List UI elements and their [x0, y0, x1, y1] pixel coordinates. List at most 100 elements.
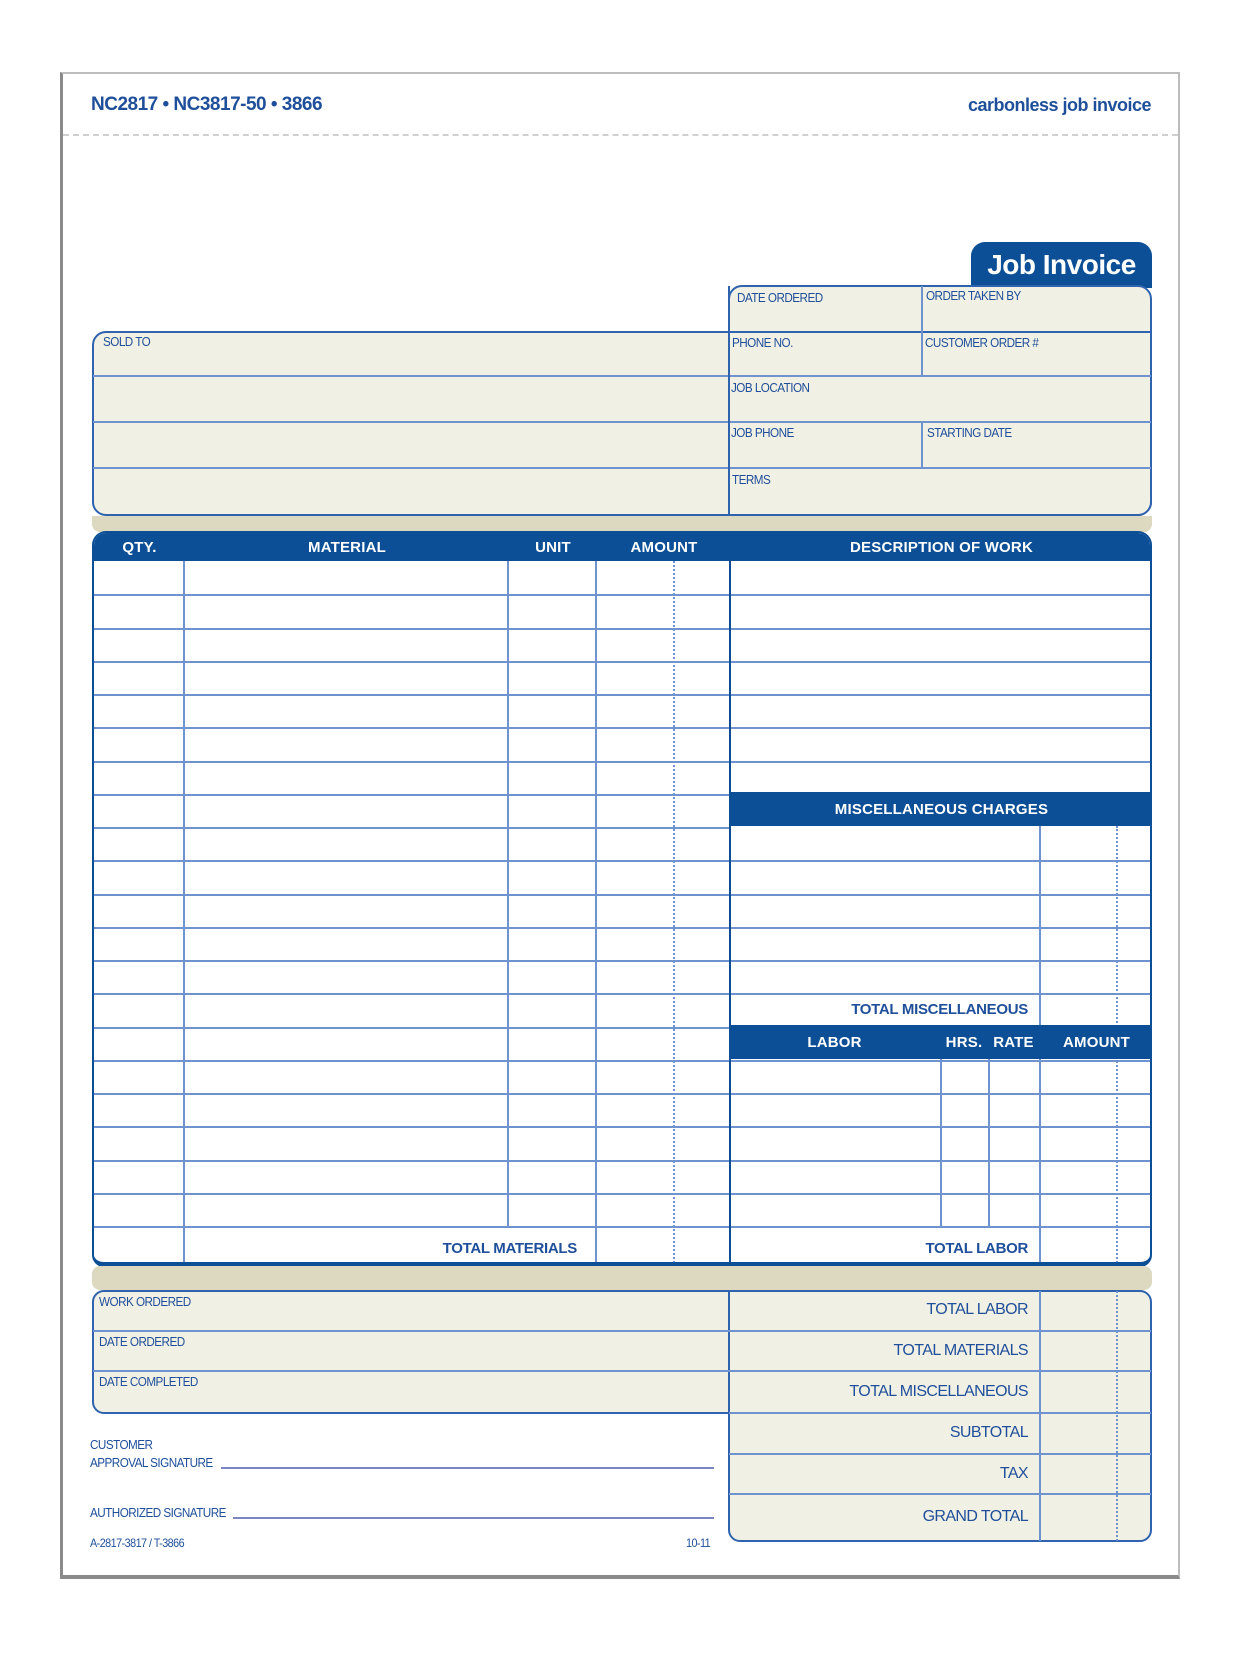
divider	[729, 1412, 1151, 1414]
total-labor-label: TOTAL LABOR	[925, 1240, 1028, 1257]
order-taken-by-field[interactable]: ORDER TAKEN BY	[926, 288, 1021, 303]
table-row-line	[94, 993, 729, 995]
summary-subtotal: SUBTOTAL	[949, 1424, 1029, 1441]
column-line	[940, 1059, 942, 1226]
column-header-amount: AMOUNT	[630, 538, 698, 556]
column-header-hrs: HRS.	[945, 1033, 983, 1051]
table-row-line	[94, 727, 729, 729]
summary-total-materials: TOTAL MATERIALS	[893, 1342, 1029, 1359]
column-header-unit: UNIT	[535, 538, 571, 556]
table-header-band: QTY. MATERIAL UNIT AMOUNT DESCRIPTION OF…	[94, 533, 1150, 561]
table-row-line	[731, 727, 1150, 729]
job-phone-field[interactable]: JOB PHONE	[731, 425, 794, 440]
table-row-line	[94, 894, 729, 896]
work-ordered-field[interactable]: WORK ORDERED	[99, 1294, 191, 1309]
job-location-field[interactable]: JOB LOCATION	[731, 380, 810, 395]
authorized-signature-label: AUTHORIZED SIGNATURE	[90, 1505, 226, 1520]
table-row-line	[731, 761, 1150, 763]
divider	[93, 467, 1151, 469]
footer-code: A-2817-3817 / T-3866	[90, 1536, 185, 1550]
column-header-labor: LABOR	[807, 1033, 862, 1051]
customer-signature-line[interactable]	[221, 1467, 714, 1469]
divider	[921, 422, 923, 467]
column-line	[988, 1059, 990, 1226]
date-ordered-bottom-field[interactable]: DATE ORDERED	[99, 1334, 185, 1349]
table-row-line	[94, 661, 729, 663]
table-row-line	[94, 960, 729, 962]
separator-strip	[92, 516, 1152, 532]
completion-box	[92, 1290, 732, 1414]
labor-header-band: LABOR HRS. RATE AMOUNT	[729, 1025, 1150, 1059]
table-row-line	[731, 960, 1150, 962]
authorized-signature-line[interactable]	[233, 1517, 714, 1519]
summary-total-labor: TOTAL LABOR	[926, 1301, 1028, 1318]
form-sheet	[60, 72, 1180, 1579]
table-row-line	[94, 927, 729, 929]
date-ordered-field[interactable]: DATE ORDERED	[737, 290, 823, 305]
form-title: Job Invoice	[971, 242, 1152, 288]
table-row-line	[94, 1027, 729, 1029]
column-header-description: DESCRIPTION OF WORK	[850, 538, 1033, 556]
table-row-line	[731, 927, 1150, 929]
summary-grand-total: GRAND TOTAL	[922, 1508, 1029, 1525]
column-line	[183, 561, 185, 1262]
form-numbers: NC2817 • NC3817-50 • 3866	[91, 94, 323, 115]
divider	[1039, 1291, 1041, 1541]
divider	[93, 421, 1151, 423]
table-row-line	[94, 628, 729, 630]
table-row-line	[731, 594, 1150, 596]
divider	[729, 1493, 1151, 1495]
column-header-material: MATERIAL	[308, 538, 386, 556]
divider	[93, 1330, 1151, 1332]
footer-revision: 10-11	[686, 1536, 711, 1550]
summary-tax: TAX	[999, 1465, 1029, 1482]
table-row-line	[94, 1226, 729, 1228]
total-misc-label: TOTAL MISCELLANEOUS	[851, 1001, 1028, 1018]
table-row-line	[731, 860, 1150, 862]
divider	[93, 1370, 1151, 1372]
table-row-line	[731, 993, 1150, 995]
column-line	[595, 561, 597, 1262]
customer-order-field[interactable]: CUSTOMER ORDER #	[925, 335, 1039, 350]
total-materials-label: TOTAL MATERIALS	[442, 1240, 578, 1257]
starting-date-field[interactable]: STARTING DATE	[927, 425, 1012, 440]
table-row-line	[94, 1060, 729, 1062]
column-header-qty: QTY.	[122, 538, 157, 556]
section-divider	[729, 533, 731, 1262]
column-header-rate: RATE	[993, 1033, 1034, 1051]
table-row-line	[731, 1226, 1150, 1228]
column-line	[507, 561, 509, 1226]
table-row-line	[94, 1126, 729, 1128]
table-row-line	[94, 1093, 729, 1095]
table-row-line	[731, 628, 1150, 630]
divider	[728, 286, 730, 514]
approval-signature-label: APPROVAL SIGNATURE	[90, 1455, 213, 1470]
terms-field[interactable]: TERMS	[732, 472, 771, 487]
order-details-box	[728, 285, 1152, 516]
product-name: carbonless job invoice	[967, 95, 1152, 115]
job-table: QTY. MATERIAL UNIT AMOUNT DESCRIPTION OF…	[92, 531, 1152, 1267]
date-completed-field[interactable]: DATE COMPLETED	[99, 1374, 198, 1389]
customer-signature-label: CUSTOMER	[90, 1437, 153, 1452]
divider	[93, 375, 1151, 377]
cents-divider	[673, 561, 675, 1262]
perforation-line	[63, 134, 1178, 136]
separator-strip	[92, 1266, 1152, 1290]
table-row-line	[94, 1193, 729, 1195]
cents-divider	[1116, 1291, 1118, 1541]
table-row-line	[94, 794, 729, 796]
table-row-line	[94, 761, 729, 763]
divider	[729, 331, 1151, 333]
table-row-line	[94, 594, 729, 596]
table-row-line	[94, 694, 729, 696]
sold-to-field[interactable]: SOLD TO	[103, 334, 151, 349]
divider	[729, 1453, 1151, 1455]
divider	[921, 286, 923, 376]
table-row-line	[731, 894, 1150, 896]
table-row-line	[94, 860, 729, 862]
misc-header-band: MISCELLANEOUS CHARGES	[729, 792, 1150, 826]
table-row-line	[94, 827, 729, 829]
phone-no-field[interactable]: PHONE NO.	[732, 335, 793, 350]
table-row-line	[731, 661, 1150, 663]
column-header-labor-amount: AMOUNT	[1062, 1033, 1131, 1051]
